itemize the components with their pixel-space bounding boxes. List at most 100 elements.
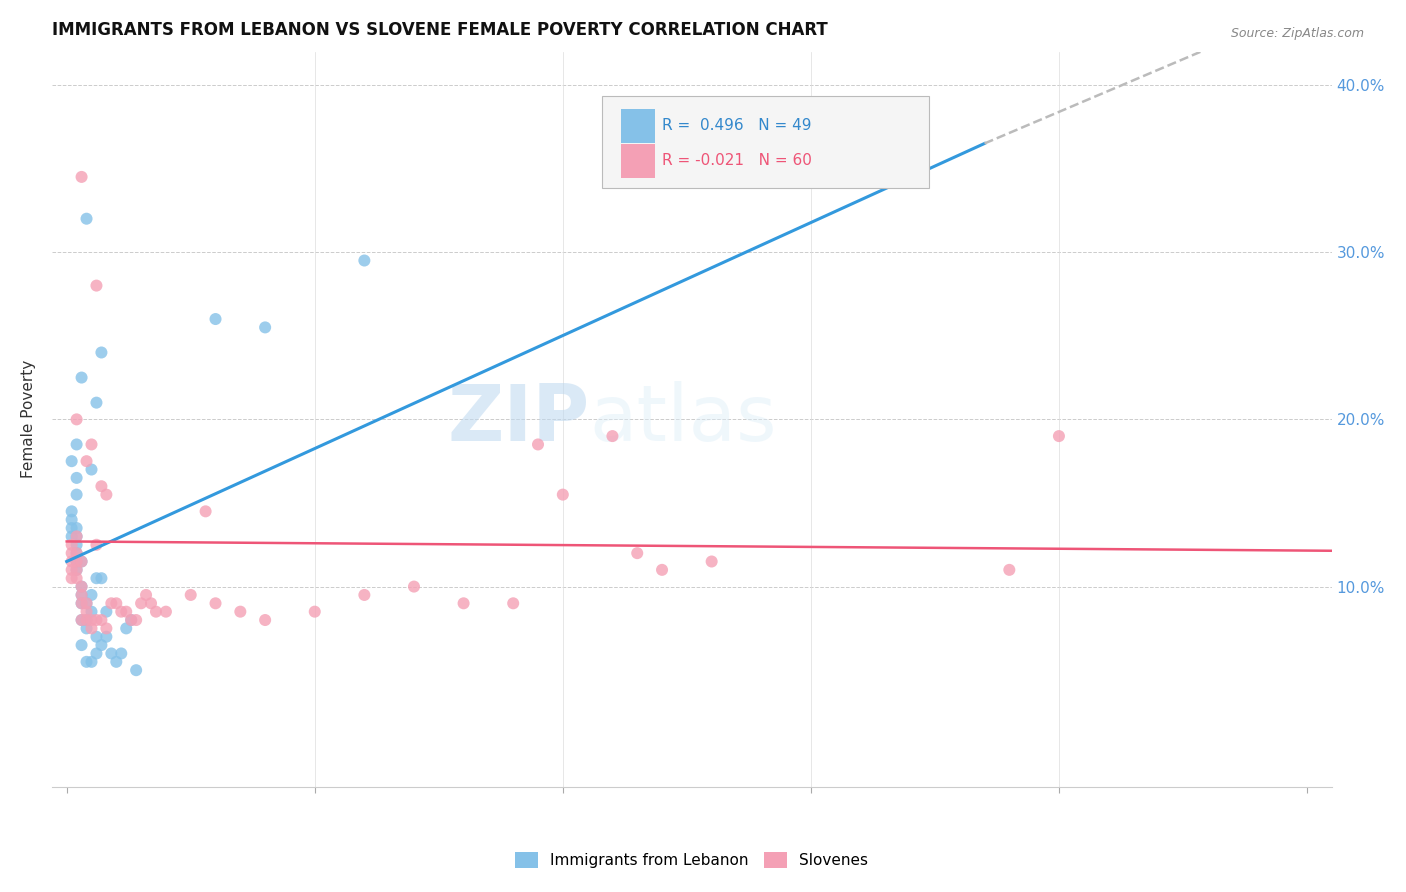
Point bbox=[135, 588, 157, 602]
Point bbox=[304, 605, 326, 619]
Text: IMMIGRANTS FROM LEBANON VS SLOVENE FEMALE POVERTY CORRELATION CHART: IMMIGRANTS FROM LEBANON VS SLOVENE FEMAL… bbox=[52, 21, 828, 39]
Point bbox=[70, 169, 93, 184]
Point bbox=[145, 605, 167, 619]
Point bbox=[65, 521, 87, 535]
Point bbox=[60, 521, 83, 535]
Point bbox=[65, 437, 87, 451]
Point bbox=[229, 605, 252, 619]
Point bbox=[60, 538, 83, 552]
Point bbox=[65, 554, 87, 568]
Point bbox=[180, 588, 202, 602]
Point bbox=[139, 596, 162, 610]
Point bbox=[80, 605, 103, 619]
Point bbox=[998, 563, 1021, 577]
Point bbox=[65, 529, 87, 543]
Text: Source: ZipAtlas.com: Source: ZipAtlas.com bbox=[1230, 27, 1364, 40]
Point bbox=[551, 488, 574, 502]
Point bbox=[65, 488, 87, 502]
Point bbox=[70, 580, 93, 594]
Point bbox=[155, 605, 177, 619]
Point bbox=[100, 647, 122, 661]
Point bbox=[402, 580, 425, 594]
Point bbox=[86, 395, 108, 409]
Point bbox=[120, 613, 142, 627]
Point bbox=[60, 504, 83, 518]
Point bbox=[70, 613, 93, 627]
Point bbox=[90, 345, 112, 359]
Point bbox=[96, 488, 118, 502]
Y-axis label: Female Poverty: Female Poverty bbox=[21, 360, 35, 478]
Point bbox=[80, 437, 103, 451]
Point bbox=[96, 605, 118, 619]
Point bbox=[1047, 429, 1070, 443]
Point bbox=[80, 655, 103, 669]
Point bbox=[76, 613, 98, 627]
Point bbox=[194, 504, 217, 518]
Point bbox=[76, 605, 98, 619]
Point bbox=[626, 546, 648, 560]
Point bbox=[204, 596, 226, 610]
Text: atlas: atlas bbox=[589, 382, 778, 458]
Point bbox=[70, 596, 93, 610]
Point bbox=[90, 479, 112, 493]
Point bbox=[527, 437, 550, 451]
Point bbox=[65, 546, 87, 560]
Point bbox=[70, 370, 93, 384]
Point bbox=[204, 312, 226, 326]
Point bbox=[70, 613, 93, 627]
Point bbox=[60, 563, 83, 577]
Point bbox=[120, 613, 142, 627]
Point bbox=[70, 588, 93, 602]
Point bbox=[90, 613, 112, 627]
Text: R = -0.021   N = 60: R = -0.021 N = 60 bbox=[662, 153, 813, 168]
Point bbox=[65, 529, 87, 543]
Point bbox=[60, 554, 83, 568]
Point bbox=[65, 546, 87, 560]
Point bbox=[65, 554, 87, 568]
FancyBboxPatch shape bbox=[621, 145, 655, 178]
FancyBboxPatch shape bbox=[621, 109, 655, 143]
Point bbox=[65, 571, 87, 585]
Text: R =  0.496   N = 49: R = 0.496 N = 49 bbox=[662, 118, 811, 133]
Point bbox=[76, 613, 98, 627]
Point bbox=[80, 588, 103, 602]
Point bbox=[651, 563, 673, 577]
Point bbox=[86, 613, 108, 627]
Point bbox=[700, 554, 723, 568]
Point bbox=[65, 538, 87, 552]
Point bbox=[129, 596, 152, 610]
Point bbox=[65, 563, 87, 577]
Point bbox=[60, 513, 83, 527]
Point bbox=[60, 529, 83, 543]
Point bbox=[626, 120, 648, 134]
Point bbox=[105, 655, 128, 669]
Point bbox=[254, 613, 277, 627]
Point bbox=[96, 621, 118, 635]
Point bbox=[125, 613, 148, 627]
Point bbox=[502, 596, 524, 610]
Point bbox=[70, 588, 93, 602]
Point bbox=[80, 621, 103, 635]
Point bbox=[60, 546, 83, 560]
Point bbox=[80, 462, 103, 476]
Point bbox=[76, 454, 98, 468]
Point bbox=[76, 596, 98, 610]
Point bbox=[65, 563, 87, 577]
Point bbox=[76, 211, 98, 226]
Point bbox=[110, 605, 132, 619]
Point bbox=[86, 538, 108, 552]
Point bbox=[453, 596, 475, 610]
Point bbox=[60, 571, 83, 585]
Point bbox=[76, 655, 98, 669]
Point bbox=[70, 638, 93, 652]
Point bbox=[100, 596, 122, 610]
Legend: Immigrants from Lebanon, Slovenes: Immigrants from Lebanon, Slovenes bbox=[509, 847, 875, 874]
Point bbox=[70, 580, 93, 594]
Point bbox=[125, 663, 148, 677]
Point bbox=[86, 571, 108, 585]
Point bbox=[105, 596, 128, 610]
Point bbox=[76, 621, 98, 635]
Point bbox=[254, 320, 277, 334]
Point bbox=[115, 605, 138, 619]
Point bbox=[70, 554, 93, 568]
